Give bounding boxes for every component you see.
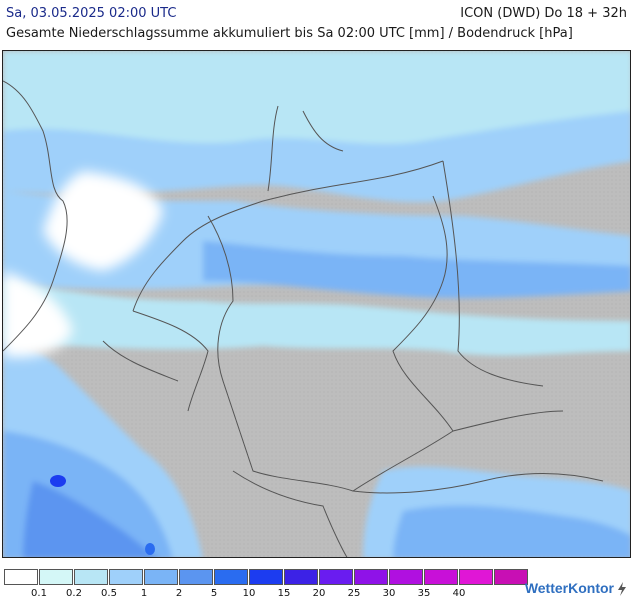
legend-tick-label: 0.5 [101, 588, 117, 599]
legend-swatch [459, 569, 493, 585]
heavy-precip-spots [50, 475, 155, 555]
legend-tick-label: 1 [140, 588, 148, 599]
legend-swatch [319, 569, 353, 585]
wetterkontor-logo: WetterKontor [524, 580, 627, 597]
precipitation-map [2, 50, 631, 558]
legend-tick-label: 40 [452, 588, 466, 599]
legend-tick-label: 5 [210, 588, 218, 599]
legend-tick-label: 30 [382, 588, 396, 599]
legend-tick-label: 20 [312, 588, 326, 599]
legend-swatch [4, 569, 38, 585]
brand-name: WetterKontor [524, 580, 614, 596]
legend-swatch [214, 569, 248, 585]
lightning-bolt-icon [618, 582, 626, 597]
legend-swatch [39, 569, 73, 585]
map-subtitle: Gesamte Niederschlagssumme akkumuliert b… [6, 26, 573, 41]
legend-swatch [354, 569, 388, 585]
legend-tick-label: 15 [277, 588, 291, 599]
dry-area [3, 171, 163, 358]
legend-swatch [389, 569, 423, 585]
legend-tick-label: 2 [175, 588, 183, 599]
legend-tick-label: 25 [347, 588, 361, 599]
country-borders [3, 80, 604, 557]
legend-tick-label: 35 [417, 588, 431, 599]
legend-tick-label: 10 [242, 588, 256, 599]
legend-swatch [179, 569, 213, 585]
legend-swatch [494, 569, 528, 585]
legend-swatch [249, 569, 283, 585]
precip-field [3, 51, 630, 557]
legend-swatch [109, 569, 143, 585]
legend-swatch [74, 569, 108, 585]
legend-swatch [284, 569, 318, 585]
legend-tick-label: 0.2 [66, 588, 82, 599]
model-run-label: ICON (DWD) Do 18 + 32h [460, 6, 627, 21]
legend-swatch [424, 569, 458, 585]
legend-swatch [144, 569, 178, 585]
map-date-label: Sa, 03.05.2025 02:00 UTC [6, 6, 177, 21]
legend-tick-label: 0.1 [31, 588, 47, 599]
